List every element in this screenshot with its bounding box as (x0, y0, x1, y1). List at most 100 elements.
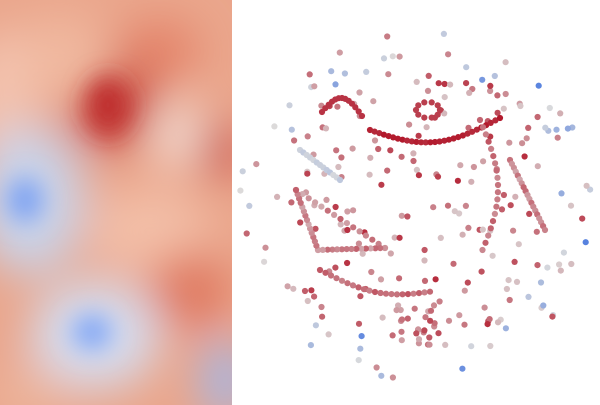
scatter-point (489, 252, 496, 259)
scatter-point (461, 321, 468, 328)
scatter-point (546, 104, 553, 112)
scatter-point (399, 291, 406, 298)
scatter-point (381, 244, 389, 252)
scatter-point (344, 208, 351, 215)
scatter-point (288, 126, 295, 133)
scatter-point (541, 226, 549, 234)
scatter-point (377, 289, 384, 297)
scatter-point (496, 114, 504, 122)
scatter-point (355, 108, 362, 115)
scatter-point (479, 76, 486, 83)
scatter-point (356, 228, 363, 235)
scatter-point (367, 245, 374, 252)
scatter-point (426, 288, 434, 295)
scatter-point (494, 319, 502, 326)
scatter-point (308, 287, 315, 294)
scatter-point (470, 163, 477, 171)
scatter-point (336, 176, 344, 184)
scatter-point (253, 161, 260, 168)
scatter-point (421, 114, 428, 121)
scatter-point (493, 203, 500, 210)
scatter-point (487, 225, 494, 232)
scatter-point (487, 342, 494, 350)
scatter-point (389, 53, 396, 60)
scatter-point (421, 289, 428, 296)
scatter-point (396, 234, 403, 241)
scatter-point (334, 246, 341, 253)
scatter-point (384, 167, 391, 174)
scatter-point (502, 325, 509, 332)
scatter-point (445, 317, 453, 324)
scatter-point (327, 272, 335, 279)
scatter-point (404, 137, 411, 144)
scatter-point (378, 181, 385, 188)
scatter-point (261, 258, 268, 265)
scatter-point (425, 72, 432, 79)
scatter-point (375, 145, 382, 153)
scatter-point (312, 199, 319, 206)
scatter-point (343, 220, 350, 227)
scatter-point (319, 313, 326, 320)
scatter-point (290, 285, 297, 292)
scatter-point (442, 341, 449, 348)
scatter-point (398, 316, 406, 323)
scatter-point (358, 112, 366, 120)
scatter-point (568, 260, 575, 268)
scatter-point (435, 330, 442, 337)
scatter-point (506, 296, 513, 304)
scatter-point (432, 276, 439, 283)
scatter-point (494, 181, 502, 189)
scatter-point (526, 210, 533, 217)
scatter-point (534, 113, 541, 121)
scatter-point (413, 330, 420, 337)
scatter-point (478, 268, 485, 275)
scatter-point (454, 177, 461, 184)
scatter-point (540, 302, 547, 309)
scatter-point (305, 195, 312, 202)
scatter-point (465, 124, 472, 131)
scatter-point (459, 365, 466, 372)
scatter-point (377, 276, 385, 283)
scatter-point (344, 259, 351, 267)
scatter-point (360, 286, 368, 293)
scatter-point (422, 139, 429, 146)
scatter-point (464, 279, 471, 286)
scatter-point (440, 30, 447, 37)
scatter-point (387, 147, 394, 154)
scatter-point (312, 225, 319, 232)
scatter-point (421, 327, 428, 334)
scatter-point (517, 102, 524, 110)
scatter-point (338, 246, 345, 253)
scatter-point (490, 153, 497, 160)
smooth-heat-field (0, 0, 232, 405)
scatter-point (322, 125, 330, 132)
scatter-point (373, 364, 380, 371)
scatter-point (377, 245, 384, 252)
scatter-point (503, 285, 510, 293)
scatter-point (427, 139, 434, 146)
scatter-point (422, 314, 429, 321)
scatter-point (262, 244, 269, 251)
scatter-point (492, 117, 499, 124)
scatter-point (384, 33, 391, 40)
scatter-point (582, 239, 589, 246)
scatter-point (491, 72, 498, 80)
scatter-point (319, 246, 326, 253)
scatter-point (404, 213, 411, 220)
scatter-point (479, 226, 486, 233)
scatter-point (367, 154, 374, 161)
scatter-point (473, 126, 480, 133)
scatter-point (350, 224, 357, 231)
scatter-point (356, 89, 363, 96)
scatter-point (332, 264, 339, 271)
scatter-point (368, 268, 375, 276)
scatter-point (304, 170, 311, 177)
scatter-point (533, 228, 540, 235)
scatter-point (284, 283, 291, 290)
scatter-point (494, 196, 501, 203)
scatter-point (523, 135, 530, 142)
scatter-point (316, 266, 324, 274)
scatter-point (415, 102, 422, 109)
scatter-point (318, 203, 325, 210)
scatter-point (333, 147, 340, 154)
